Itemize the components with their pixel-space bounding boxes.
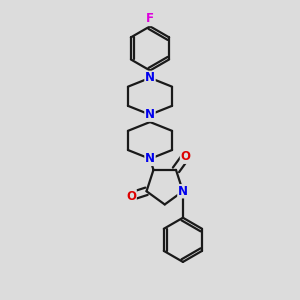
Text: N: N: [145, 152, 155, 165]
Text: N: N: [178, 185, 188, 198]
Text: O: O: [181, 150, 190, 163]
Text: N: N: [145, 71, 155, 84]
Text: O: O: [126, 190, 136, 203]
Text: F: F: [146, 13, 154, 26]
Text: N: N: [145, 108, 155, 121]
